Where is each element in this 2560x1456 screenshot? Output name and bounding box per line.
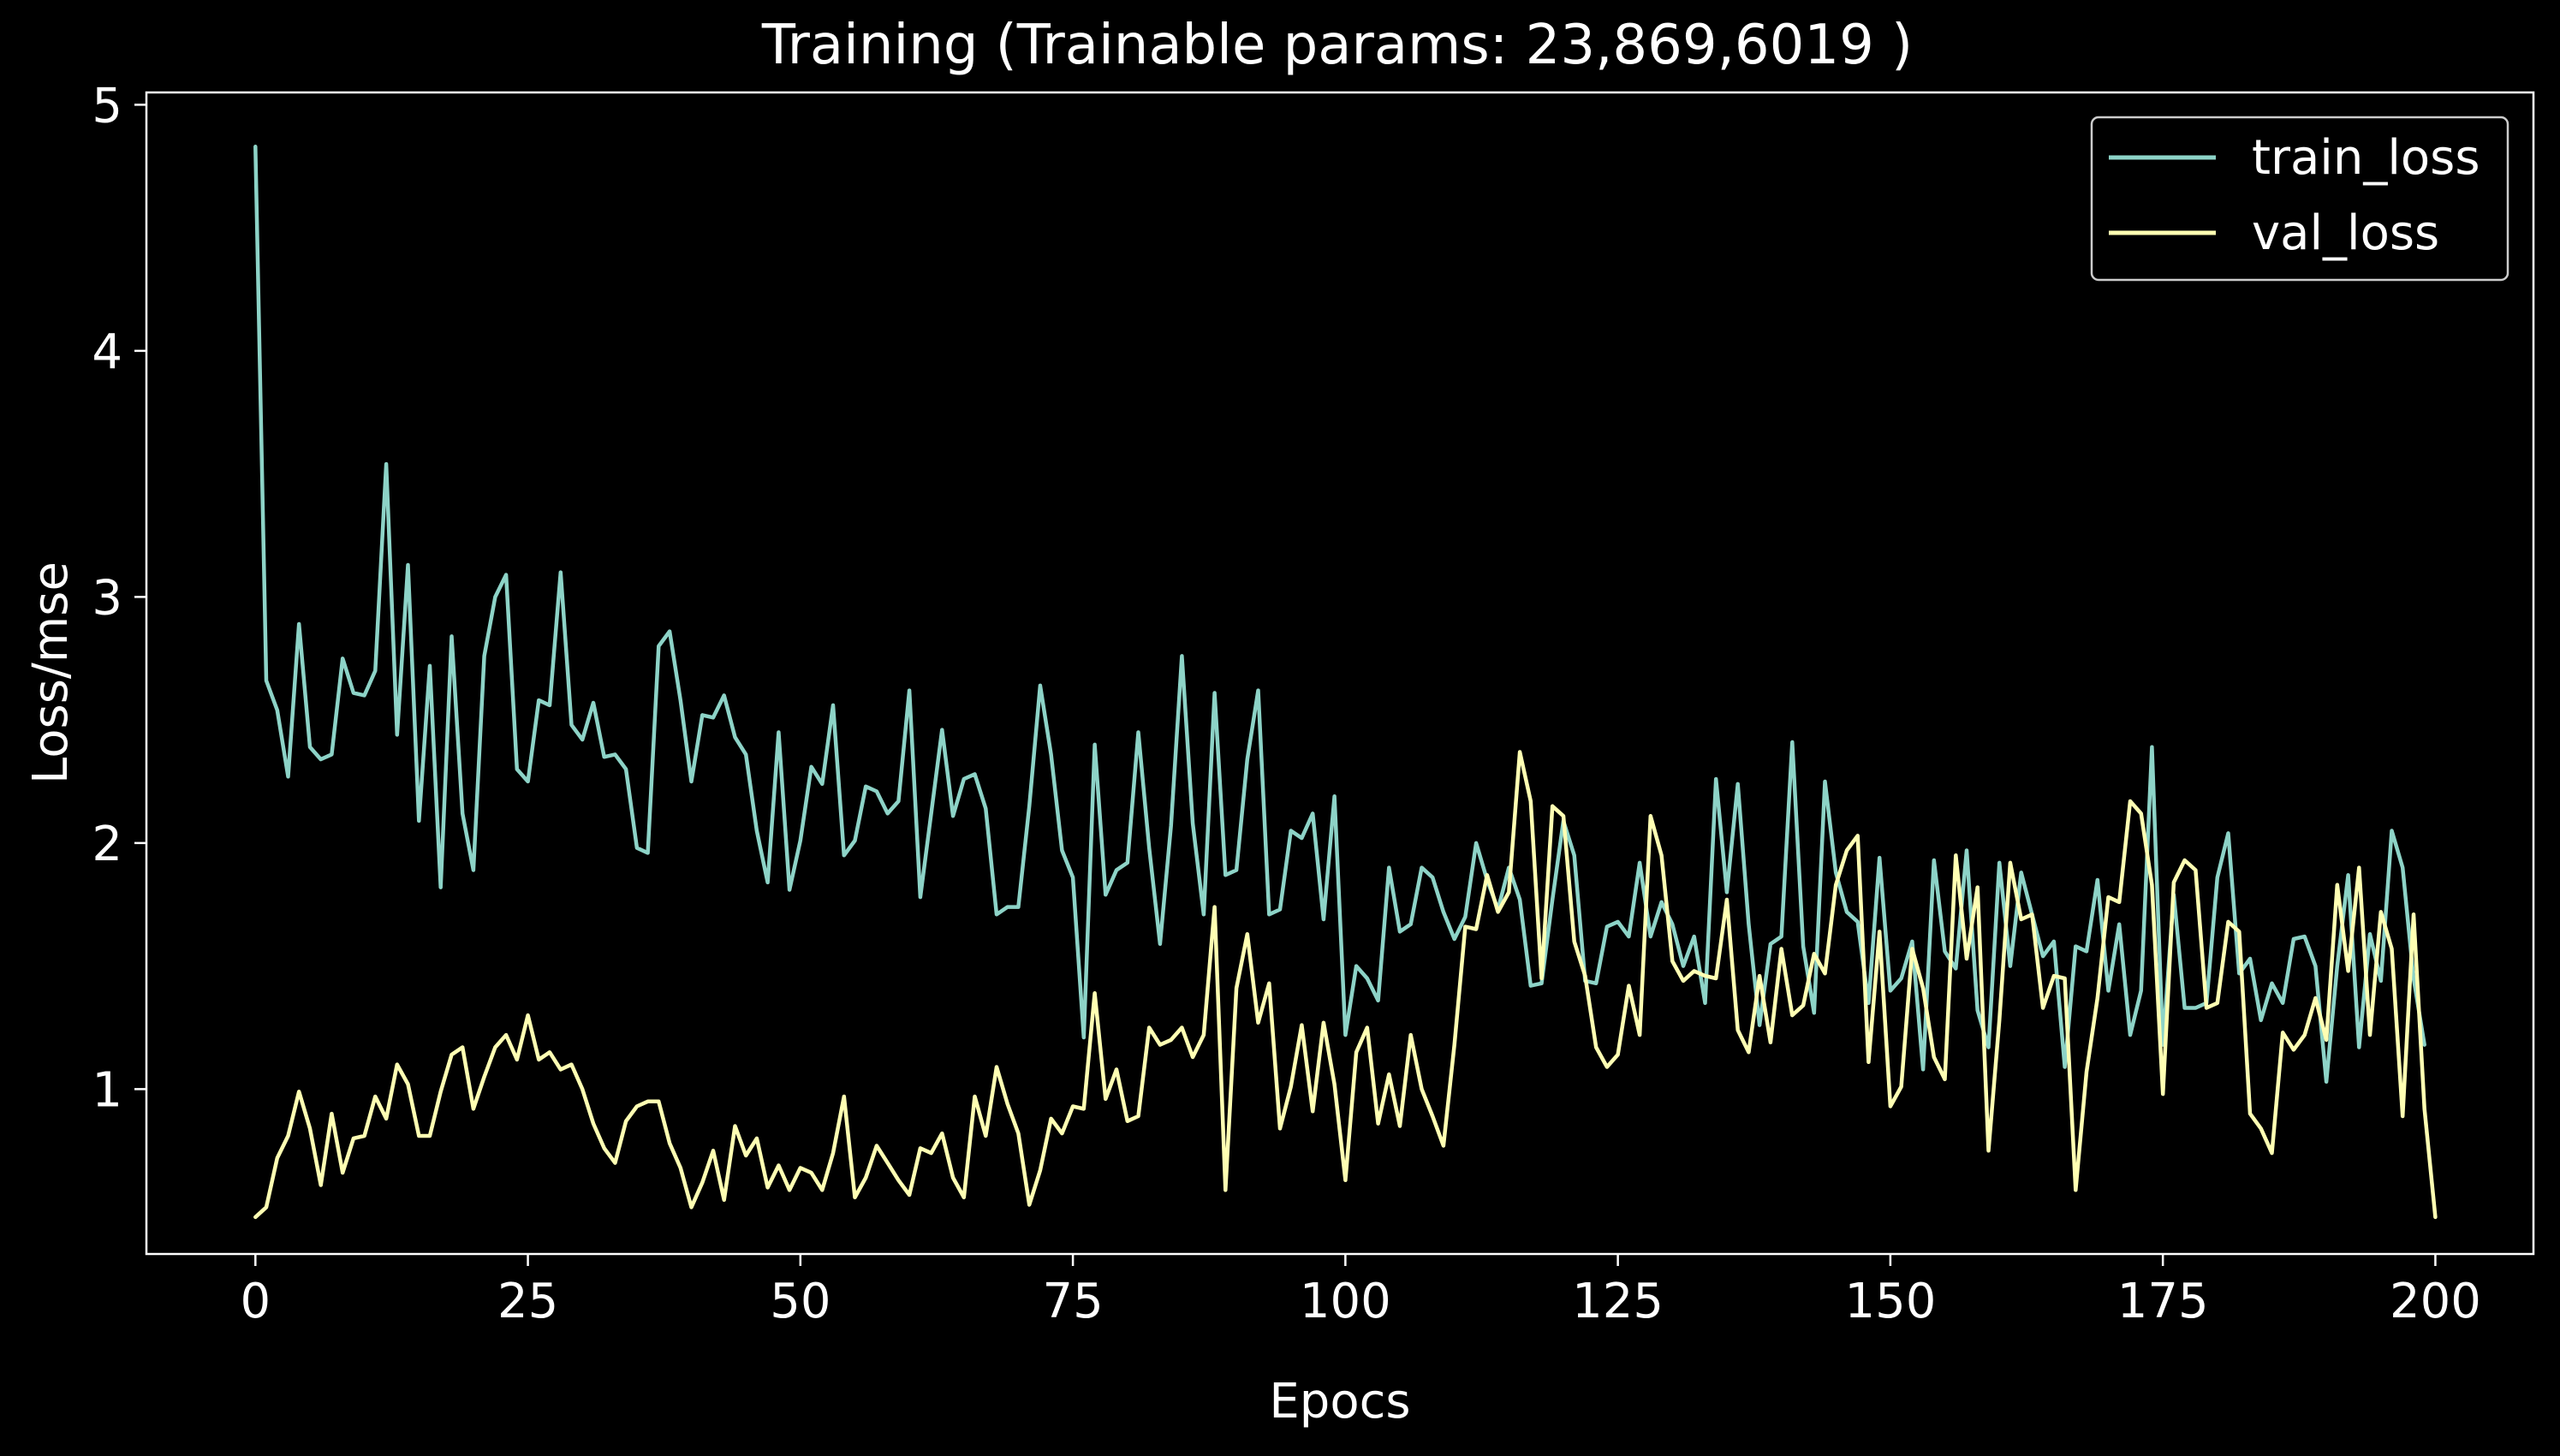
y-tick-label: 4	[92, 324, 122, 380]
x-tick-label: 100	[1300, 1274, 1391, 1329]
y-tick-label: 5	[92, 78, 122, 134]
x-tick-label: 0	[240, 1274, 271, 1329]
chart-title: Training (Trainable params: 23,869,6019 …	[761, 14, 1913, 77]
series-lines	[253, 145, 2438, 1220]
plot-area	[145, 91, 2535, 1256]
legend-train-loss-label: train_loss	[2252, 130, 2480, 186]
y-tick-label: 1	[92, 1062, 122, 1118]
x-tick-label: 200	[2390, 1274, 2481, 1329]
y-axis-label: Loss/mse	[23, 562, 79, 784]
y-tick-label: 3	[92, 570, 122, 626]
x-tick-label: 25	[497, 1274, 558, 1329]
x-axis: 0 25 50 75 100 125 150 175 200	[240, 1254, 2481, 1329]
x-tick-label: 150	[1844, 1274, 1936, 1329]
y-tick-label: 2	[92, 817, 122, 872]
y-axis: 1 2 3 4 5	[92, 78, 146, 1118]
val-loss-line	[253, 750, 2438, 1220]
legend: train_loss val_loss	[2090, 116, 2509, 282]
x-tick-label: 175	[2117, 1274, 2209, 1329]
legend-val-loss-label: val_loss	[2252, 205, 2439, 261]
x-tick-label: 125	[1572, 1274, 1664, 1329]
train-loss-line	[253, 145, 2426, 1085]
x-axis-label: Epocs	[1269, 1374, 1410, 1429]
x-tick-label: 75	[1042, 1274, 1103, 1329]
x-tick-label: 50	[770, 1274, 831, 1329]
